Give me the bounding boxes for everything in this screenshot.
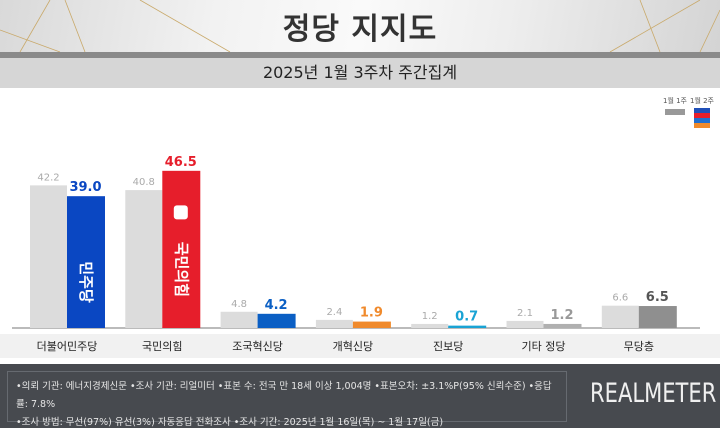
bar-current [257, 313, 296, 328]
value-label-current: 46.5 [165, 155, 197, 170]
legend-label: 1월 2주 [690, 96, 715, 105]
legend-swatch-current [694, 118, 710, 123]
bar-current [162, 170, 201, 328]
bar-prev [315, 319, 353, 328]
bar-prev [220, 311, 258, 328]
category-label: 더불어민주당 [37, 340, 98, 353]
bar-current [67, 196, 105, 328]
value-label-prev: 4.8 [231, 299, 247, 310]
bar-prev [506, 320, 544, 328]
value-label-prev: 6.6 [612, 293, 628, 304]
category-label: 진보당 [433, 340, 463, 353]
value-label-current: 1.2 [550, 308, 573, 323]
bar-prev [30, 185, 67, 328]
value-label-prev: 40.8 [133, 177, 155, 188]
legend-swatch-prev [665, 109, 685, 115]
bar-current [352, 321, 391, 328]
category-label: 국민의힘 [142, 340, 182, 353]
value-label-prev: 2.1 [517, 308, 533, 319]
legend-swatch-current [694, 113, 710, 118]
bar-prev [411, 323, 449, 328]
value-label-current: 39.0 [69, 180, 101, 195]
survey-notes: •의뢰 기관: 에너지경제신문 •조사 기관: 리얼미터 •표본 수: 전국 만… [7, 371, 567, 428]
party-logo-mark [173, 205, 188, 220]
legend-label: 1월 1주 [663, 96, 688, 105]
value-label-prev: 2.4 [326, 307, 342, 318]
value-label-current: 1.9 [360, 306, 383, 321]
survey-note-line: •의뢰 기관: 에너지경제신문 •조사 기관: 리얼미터 •표본 수: 전국 만… [16, 381, 552, 410]
value-label-current: 4.2 [265, 298, 288, 313]
legend-swatch-current [694, 108, 710, 113]
bar-current [543, 323, 582, 328]
party-logo: 국민의힘 [172, 242, 190, 297]
category-label: 무당층 [624, 340, 654, 353]
value-label-current: 6.5 [646, 290, 669, 305]
category-label: 조국혁신당 [232, 340, 283, 353]
value-label-prev: 42.2 [37, 172, 59, 183]
value-label-current: 0.7 [455, 310, 478, 325]
footer: •의뢰 기관: 에너지경제신문 •조사 기관: 리얼미터 •표본 수: 전국 만… [0, 364, 720, 428]
category-label: 개혁신당 [333, 340, 373, 353]
divider [0, 52, 720, 58]
legend-swatch-current [694, 123, 710, 128]
party-logo: 민주당 [77, 261, 95, 303]
value-label-prev: 1.2 [422, 311, 438, 322]
decorative-lines [0, 0, 720, 52]
header-banner: 정당 지지도 [0, 0, 720, 52]
category-label: 기타 정당 [522, 340, 566, 353]
bar-prev [125, 190, 163, 328]
subtitle: 2025년 1월 3주차 주간집계 [0, 58, 720, 88]
page-title: 정당 지지도 [282, 12, 438, 47]
bar-current [638, 306, 677, 328]
bar-current [448, 325, 487, 328]
survey-note-line: •조사 방법: 무선(97%) 유선(3%) 자동응답 전화조사 •조사 기간:… [16, 417, 444, 428]
category-band [0, 334, 720, 358]
bar-prev [601, 305, 639, 328]
brand-logo: REALMETER [590, 378, 717, 409]
